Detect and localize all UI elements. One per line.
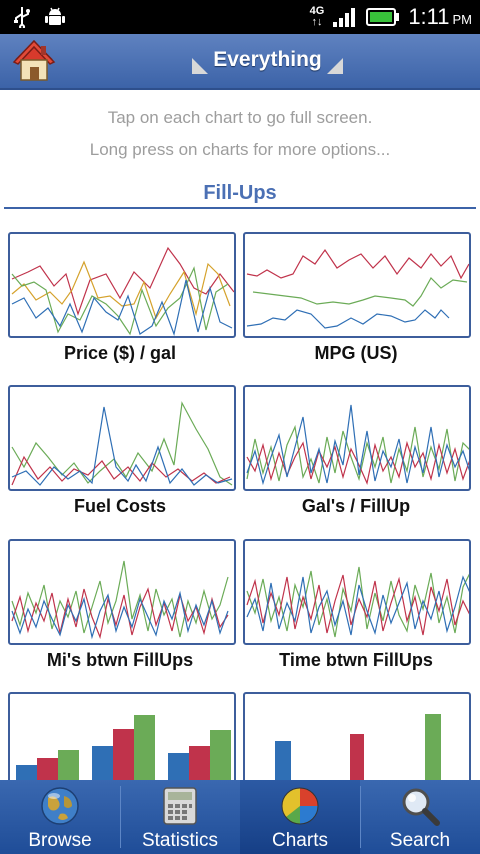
bar-green — [58, 750, 79, 780]
magnifier-icon — [402, 788, 440, 826]
chart-label: MPG (US) — [314, 343, 398, 363]
chart-time-btwn-fillups[interactable] — [243, 539, 471, 645]
chart-mi-btwn-fillups[interactable] — [8, 539, 236, 645]
usb-icon — [14, 7, 30, 28]
hint-long-press: Long press on charts for more options... — [89, 140, 391, 159]
triangle-left-icon — [192, 58, 208, 74]
chart-label: Time btwn FillUps — [279, 650, 433, 670]
bar-blue — [92, 746, 113, 780]
globe-icon — [41, 787, 79, 825]
section-title: Fill-Ups — [203, 182, 277, 204]
page-title: Everything — [213, 48, 322, 71]
app-header: Everything — [0, 34, 480, 90]
chart-price-per-gal[interactable] — [8, 232, 236, 338]
chart-label: Mi's btwn FillUps — [46, 650, 194, 670]
chart-bar-grouped[interactable] — [8, 692, 236, 780]
home-icon — [12, 39, 56, 81]
line-chart — [246, 248, 469, 329]
section-divider — [4, 207, 476, 209]
chart-gal-per-fillup[interactable] — [243, 385, 471, 491]
charts-content[interactable]: Tap on each chart to go full screen. Lon… — [0, 90, 480, 780]
bar-red — [189, 746, 210, 780]
chart-label: Fuel Costs — [73, 496, 166, 516]
line-chart — [246, 404, 469, 486]
line-chart — [11, 246, 234, 336]
hint-tap: Tap on each chart to go full screen. — [107, 108, 373, 127]
bar-blue — [16, 765, 37, 780]
tab-divider — [360, 786, 361, 848]
network-indicator: 4G ↑↓ — [309, 5, 325, 28]
tab-label: Statistics — [141, 830, 219, 851]
bar-red — [113, 729, 134, 780]
status-bar: 4G ↑↓ 1:11 PM — [0, 0, 480, 34]
bar-green — [210, 730, 231, 780]
tab-label: Charts — [272, 830, 328, 851]
tab-search[interactable]: Search — [360, 780, 480, 854]
line-chart — [246, 566, 469, 638]
chart-mpg[interactable] — [243, 232, 471, 338]
clock: 1:11 PM — [408, 4, 472, 29]
bar-chart — [16, 715, 231, 780]
battery-icon — [366, 8, 400, 26]
bar-red — [37, 758, 58, 780]
bar-green — [425, 714, 441, 780]
tab-divider — [120, 786, 121, 848]
tab-label: Search — [389, 830, 451, 851]
signal-icon — [333, 8, 356, 27]
home-button[interactable] — [10, 38, 58, 84]
tab-browse[interactable]: Browse — [0, 780, 120, 854]
line-chart — [11, 560, 229, 640]
tab-label: Browse — [28, 830, 92, 851]
pie-chart-icon — [281, 787, 319, 825]
chart-fuel-costs[interactable] — [8, 385, 236, 491]
triangle-right-icon — [327, 58, 343, 74]
calculator-icon — [163, 787, 197, 825]
bar-blue — [275, 741, 291, 780]
tab-statistics[interactable]: Statistics — [120, 780, 240, 854]
chart-bar-single[interactable] — [243, 692, 471, 780]
chart-label: Price ($) / gal — [63, 343, 177, 363]
bar-red — [350, 734, 364, 780]
bar-green — [134, 715, 155, 780]
bar-blue — [168, 753, 189, 780]
android-debug-icon — [45, 7, 65, 25]
view-selector[interactable]: Everything — [190, 40, 345, 84]
tab-charts[interactable]: Charts — [240, 780, 360, 854]
line-chart — [11, 401, 233, 486]
bottom-tab-bar: Browse Statistics Charts — [0, 780, 480, 854]
chart-label: Gal's / FillUp — [301, 496, 411, 516]
bar-chart — [275, 714, 441, 780]
